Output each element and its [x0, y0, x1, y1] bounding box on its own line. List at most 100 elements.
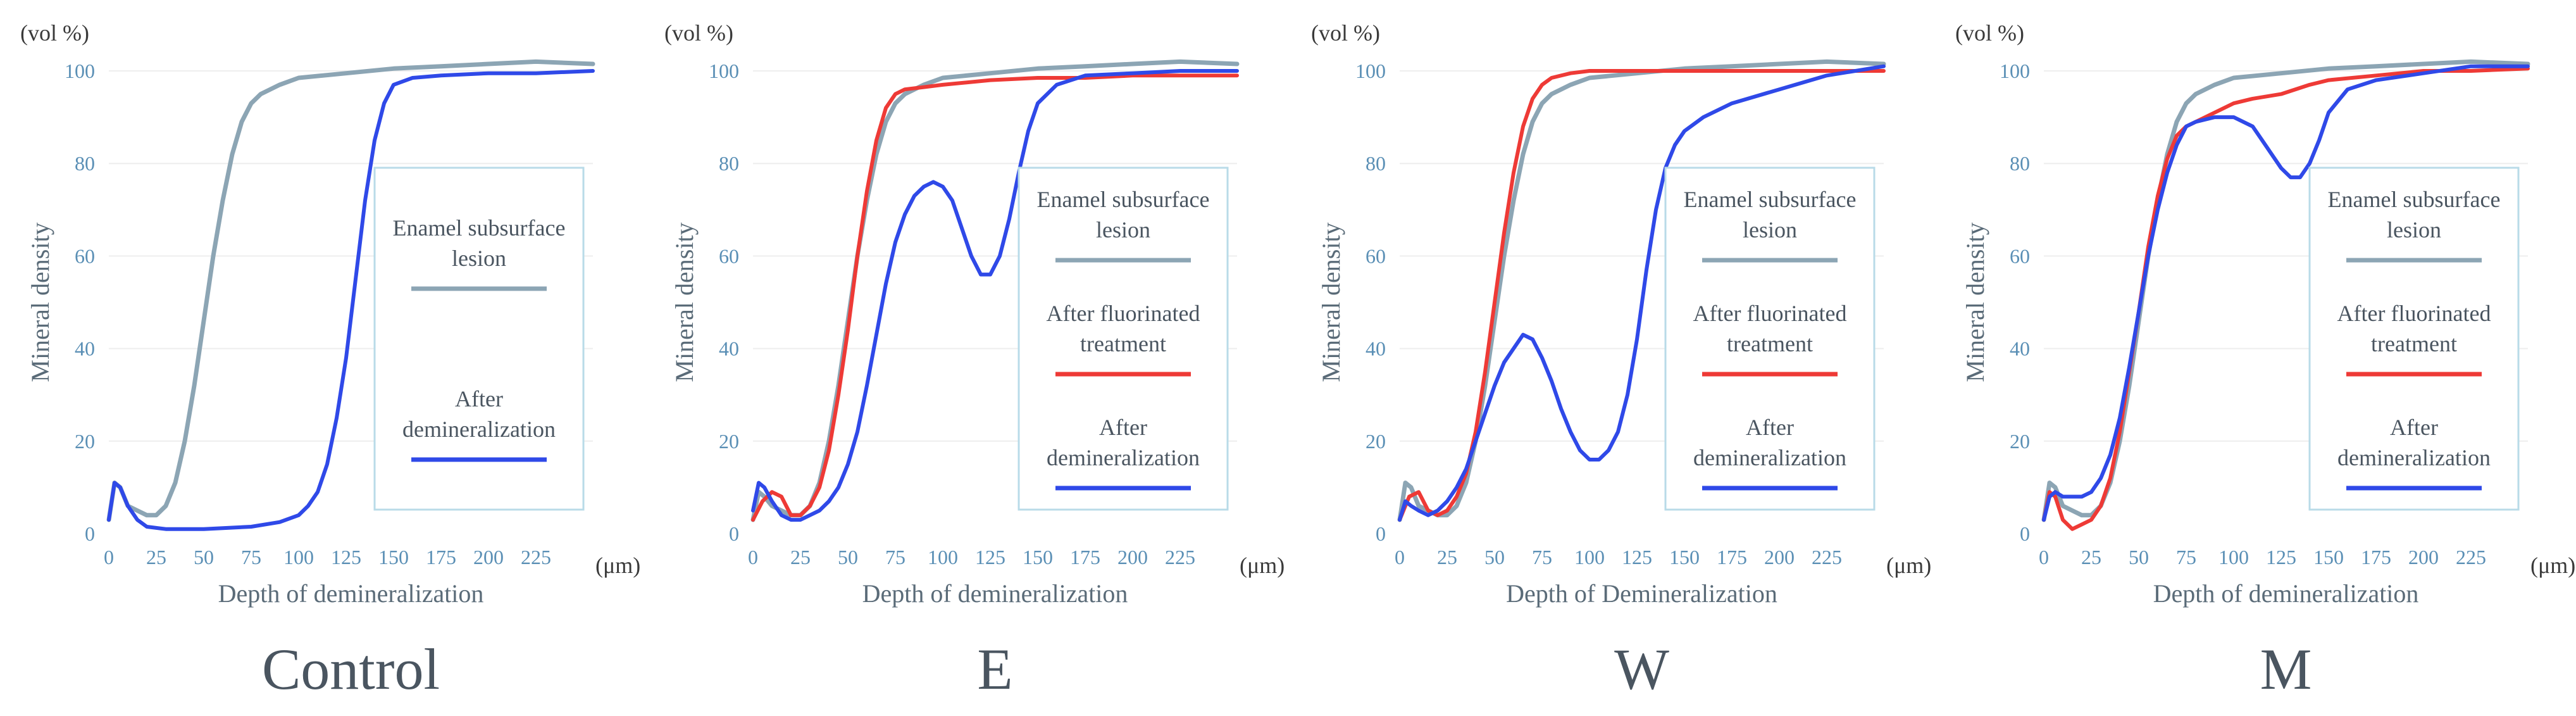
- series-line-demineralization: [1398, 64, 1886, 522]
- y-tick-label: 20: [75, 430, 95, 453]
- legend-label: treatment: [1727, 331, 1813, 356]
- series-line-fluorinated: [751, 73, 1239, 522]
- legend-label: treatment: [2371, 331, 2457, 356]
- legend-label: lesion: [452, 246, 506, 271]
- x-unit-label: (μm): [1886, 553, 1931, 578]
- x-axis-title: Depth of Demineralization: [1506, 579, 1777, 608]
- x-tick-label: 175: [2361, 546, 2391, 568]
- x-tick-label: 150: [1023, 546, 1053, 568]
- y-tick-label: 80: [75, 152, 95, 175]
- x-tick-label: 0: [1395, 546, 1405, 568]
- y-tick-label: 40: [75, 337, 95, 360]
- y-tick-label: 80: [1366, 152, 1386, 175]
- series-line-enamel: [106, 59, 595, 522]
- legend-label: lesion: [1743, 217, 1797, 242]
- series-line-demineralization: [107, 69, 595, 531]
- legend-label: After fluorinated: [2337, 301, 2491, 326]
- y-unit-label: (vol %): [20, 20, 89, 46]
- x-tick-label: 225: [1165, 546, 1195, 568]
- x-tick-label: 150: [2313, 546, 2344, 568]
- x-unit-label: (μm): [1240, 553, 1285, 578]
- x-tick-label: 125: [2266, 546, 2296, 568]
- y-axis-title: Mineral density: [670, 222, 699, 382]
- x-tick-label: 0: [104, 546, 114, 568]
- x-axis-title: Depth of demineralization: [862, 579, 1128, 608]
- x-tick-label: 150: [378, 546, 409, 568]
- legend-label: lesion: [1096, 217, 1150, 242]
- y-tick-label: 20: [719, 430, 739, 453]
- y-tick-label: 0: [85, 522, 95, 545]
- y-tick-label: 20: [1366, 430, 1386, 453]
- legend-box: [2308, 166, 2520, 511]
- y-tick-label: 0: [2020, 522, 2030, 545]
- x-tick-label: 25: [1437, 546, 1457, 568]
- legend-box: [373, 166, 585, 511]
- x-tick-label: 100: [283, 546, 314, 568]
- y-tick-label: 40: [1366, 337, 1386, 360]
- x-tick-label: 75: [241, 546, 261, 568]
- legend-label: Enamel subsurface: [393, 215, 566, 241]
- chart-panel-control: 0 20 40 60 80 100 0 25 50 75 100 125 150 175 200 225 (vo…: [20, 20, 640, 701]
- x-tick-label: 200: [1117, 546, 1148, 568]
- x-axis-title: Depth of demineralization: [2153, 579, 2419, 608]
- x-unit-label: (μm): [595, 553, 640, 578]
- series-line-demineralization: [2042, 64, 2530, 522]
- y-tick-label: 60: [75, 244, 95, 267]
- x-tick-label: 125: [975, 546, 1005, 568]
- legend-box: [1664, 166, 1876, 511]
- x-tick-label: 0: [2039, 546, 2049, 568]
- x-tick-label: 50: [1484, 546, 1505, 568]
- chart-panel-e: 0 20 40 60 80 100 0 25 50 75 100 125 150 175 200 225 (vo…: [664, 20, 1285, 701]
- panel-label: Control: [262, 637, 440, 701]
- legend-label: lesion: [2387, 217, 2441, 242]
- chart-panel-m: 0 20 40 60 80 100 0 25 50 75 100 125 150 175 200 225 (vo…: [1955, 20, 2575, 701]
- x-tick-label: 225: [521, 546, 551, 568]
- y-axis-title: Mineral density: [26, 222, 54, 382]
- panel-label: E: [977, 637, 1012, 701]
- legend-label: Enamel subsurface: [1684, 187, 1857, 212]
- y-tick-label: 20: [2010, 430, 2030, 453]
- legend-label: demineralization: [402, 417, 556, 442]
- x-tick-label: 25: [2081, 546, 2101, 568]
- y-unit-label: (vol %): [1311, 20, 1380, 46]
- legend-label: demineralization: [1693, 445, 1846, 470]
- chart-panel-w: 0 20 40 60 80 100 0 25 50 75 100 125 150 175 200 225 (vo…: [1311, 20, 1931, 701]
- legend-label: After fluorinated: [1693, 301, 1847, 326]
- x-tick-label: 175: [1717, 546, 1747, 568]
- x-tick-label: 150: [1669, 546, 1700, 568]
- series-line-fluorinated: [2042, 66, 2530, 531]
- y-tick-label: 80: [719, 152, 739, 175]
- panel-label: W: [1614, 637, 1669, 701]
- series-line-fluorinated: [1398, 69, 1886, 522]
- x-tick-label: 200: [1764, 546, 1795, 568]
- x-tick-label: 50: [838, 546, 858, 568]
- y-tick-label: 60: [1366, 244, 1386, 267]
- x-tick-label: 200: [473, 546, 504, 568]
- y-tick-label: 100: [1355, 60, 1386, 82]
- x-tick-label: 75: [885, 546, 905, 568]
- legend-label: After: [1746, 415, 1794, 440]
- y-tick-label: 40: [719, 337, 739, 360]
- legend-label: After: [2390, 415, 2438, 440]
- x-tick-label: 200: [2408, 546, 2439, 568]
- legend-label: Enamel subsurface: [1037, 187, 1210, 212]
- legend-label: After fluorinated: [1047, 301, 1200, 326]
- x-tick-label: 225: [2456, 546, 2486, 568]
- x-tick-label: 100: [928, 546, 958, 568]
- x-tick-label: 100: [1574, 546, 1605, 568]
- legend-label: treatment: [1080, 331, 1166, 356]
- y-unit-label: (vol %): [1955, 20, 2024, 46]
- x-axis-title: Depth of demineralization: [218, 579, 484, 608]
- y-tick-label: 100: [709, 60, 739, 82]
- legend-label: demineralization: [2337, 445, 2491, 470]
- x-tick-label: 225: [1812, 546, 1842, 568]
- y-tick-label: 60: [2010, 244, 2030, 267]
- y-tick-label: 100: [2000, 60, 2030, 82]
- legend-label: After: [1099, 415, 1147, 440]
- x-tick-label: 125: [1622, 546, 1652, 568]
- x-tick-label: 75: [1532, 546, 1552, 568]
- panel-label: M: [2260, 637, 2312, 701]
- series-line-demineralization: [751, 69, 1239, 522]
- x-tick-label: 25: [146, 546, 166, 568]
